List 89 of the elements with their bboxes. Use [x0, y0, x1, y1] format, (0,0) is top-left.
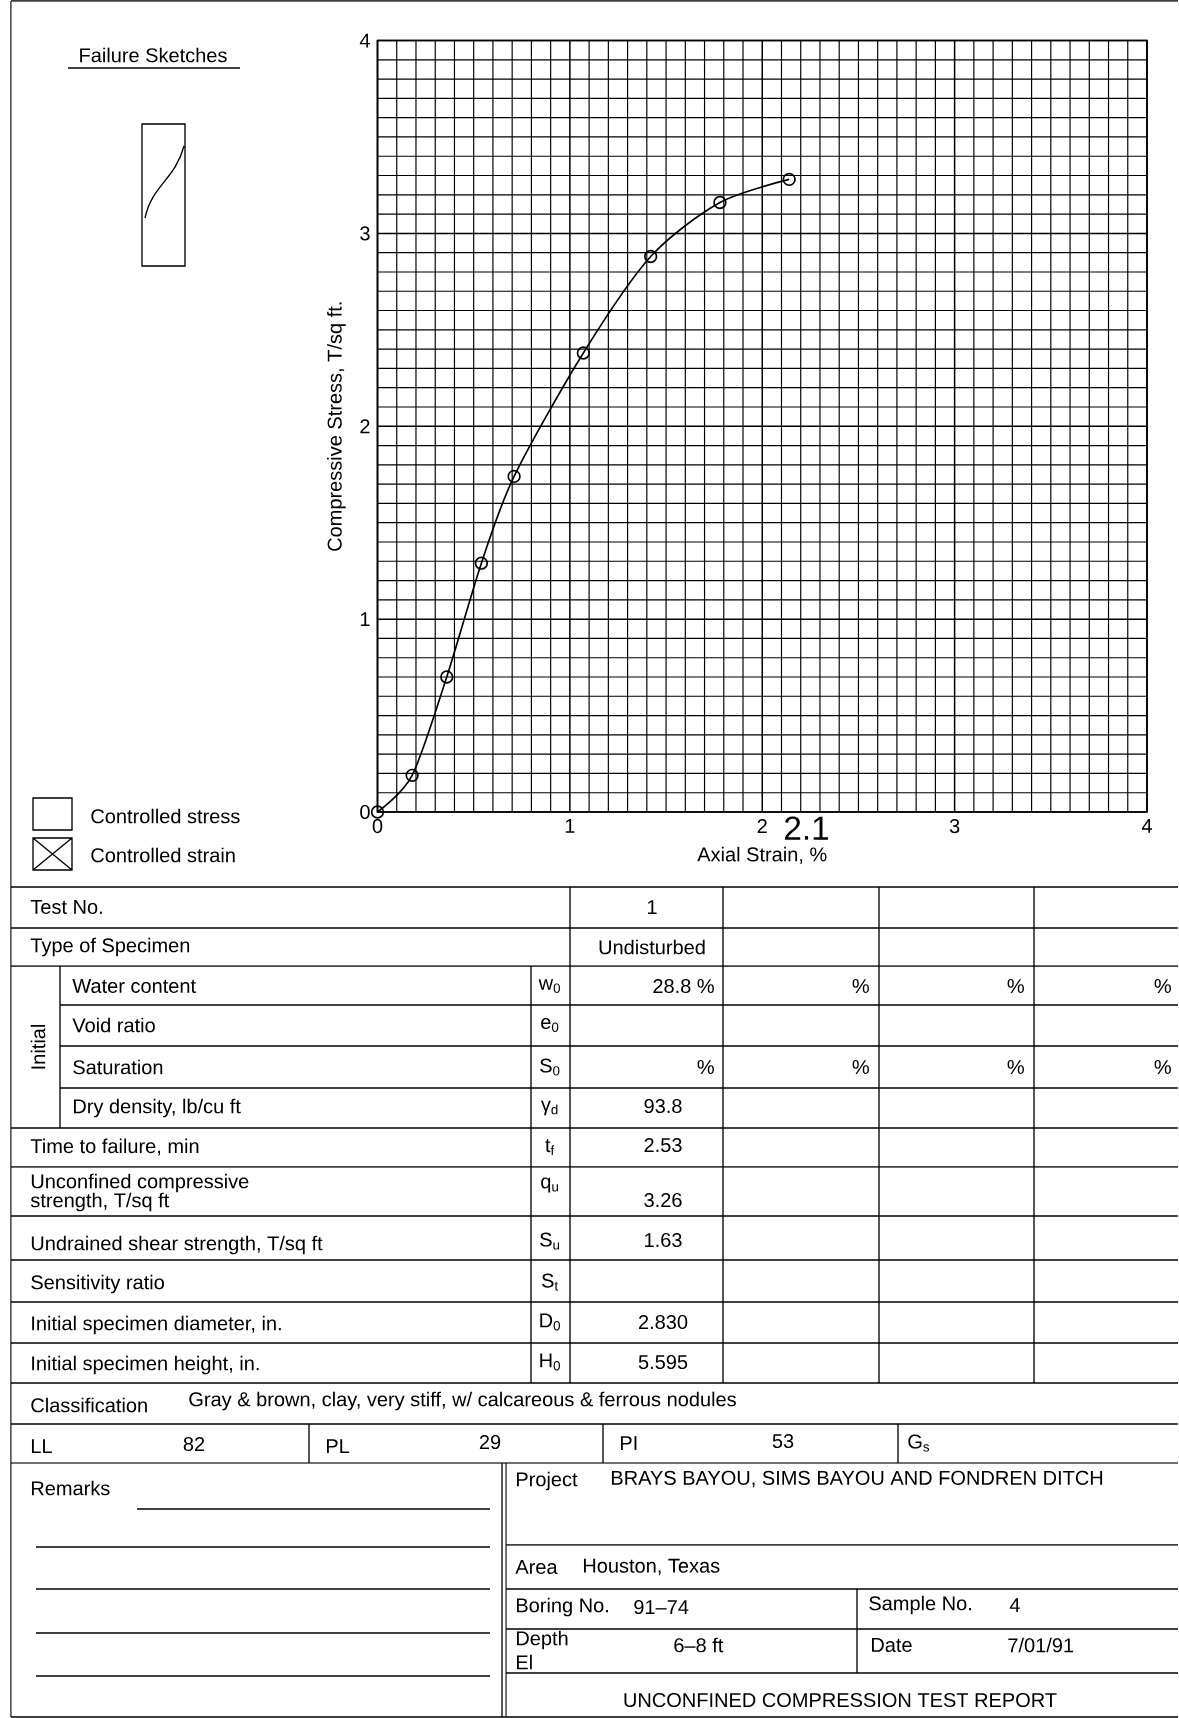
text: Controlled strain — [91, 847, 235, 863]
point — [782, 172, 796, 187]
text: H$_{0}$ — [540, 1353, 560, 1371]
text: 53 — [772, 1433, 794, 1449]
y-tick-label: 1 — [360, 612, 370, 627]
point — [507, 469, 521, 484]
y-tick-label: 4 — [359, 33, 370, 48]
point — [474, 556, 489, 570]
text: 6–8 ft — [674, 1637, 724, 1653]
text: PL — [326, 1439, 350, 1453]
text: % — [1154, 979, 1171, 993]
text: 1 — [647, 900, 657, 914]
text: S$_{u}$ — [540, 1232, 560, 1250]
text: Saturation — [73, 1059, 163, 1075]
text: 3.26 — [644, 1192, 682, 1208]
x-tick-label: 3 — [949, 819, 960, 834]
text: UNCONFINED COMPRESSION TEST REPORT — [624, 1692, 1057, 1708]
text: t$_{f}$ — [545, 1139, 555, 1155]
text: % — [1007, 979, 1024, 993]
text: Remarks — [31, 1480, 110, 1496]
text: Void ratio — [72, 1017, 155, 1033]
text: G$_{s}$ — [908, 1434, 930, 1452]
text: PI — [620, 1436, 637, 1450]
text: 5.595 — [638, 1354, 688, 1370]
point — [713, 195, 727, 210]
text: % — [852, 1060, 869, 1074]
text: 28.8 % — [653, 978, 714, 994]
y-tick-label: 3 — [360, 226, 370, 241]
text: % — [852, 979, 869, 993]
text: Undisturbed — [599, 939, 705, 955]
y-axis-title: Compressive Stress, T/sq ft. — [327, 302, 346, 551]
point — [405, 768, 419, 783]
point — [370, 805, 385, 819]
text: w$_{0}$ — [538, 979, 560, 993]
text: Houston, Texas — [583, 1558, 720, 1576]
text: Water content — [72, 979, 196, 993]
x-tick-label: 2 — [757, 819, 767, 833]
text: Type of Specimen — [30, 937, 190, 957]
text: Area — [515, 1560, 558, 1574]
y-tick-label: 2 — [360, 419, 370, 434]
text: Sensitivity ratio — [31, 1274, 164, 1294]
point — [440, 670, 454, 684]
point — [644, 249, 658, 264]
text: 2.1 — [785, 816, 829, 840]
text: 29 — [479, 1434, 501, 1450]
text: % — [1154, 1060, 1171, 1074]
text: S$_{t}$ — [541, 1273, 559, 1291]
text: γ$_{d}$ — [540, 1100, 558, 1116]
text: e$_{0}$ — [541, 1018, 559, 1032]
text: 91–74 — [634, 1599, 689, 1615]
text: 2.830 — [638, 1314, 688, 1330]
text: Unconfined compressive — [31, 1173, 249, 1193]
text: Initial — [30, 1025, 46, 1069]
x-axis-title: Axial Strain, % — [697, 846, 827, 864]
text: Failure Sketches — [80, 47, 227, 63]
text: Time to failure, min — [30, 1138, 199, 1156]
text: Date — [871, 1638, 912, 1652]
point — [576, 346, 591, 360]
text: Sample No. — [869, 1595, 971, 1615]
text: 93.8 — [644, 1098, 682, 1114]
x-tick-label: 0 — [372, 819, 383, 834]
text: 1.63 — [645, 1232, 682, 1248]
text: q$_{u}$ — [541, 1177, 558, 1193]
y-tick-label: 0 — [360, 804, 370, 820]
text: 7/01/91 — [1008, 1637, 1074, 1653]
text: Dry density, lb/cu ft — [73, 1098, 241, 1118]
text: Depth — [516, 1630, 568, 1650]
text: El — [516, 1654, 532, 1670]
text: LL — [31, 1439, 52, 1453]
x-tick-label: 1 — [565, 819, 575, 833]
text: % — [697, 1060, 714, 1074]
text: 4 — [1009, 1598, 1020, 1612]
text: strength, T/sq ft — [30, 1192, 170, 1212]
text: Undrained shear strength, T/sq ft — [31, 1235, 323, 1255]
text: D$_{0}$ — [540, 1313, 560, 1331]
text: Controlled stress — [91, 808, 240, 824]
text: S$_{0}$ — [540, 1058, 560, 1076]
text: Gray & brown, clay, very stiff, w/ calcareous & ferrous nodules — [189, 1391, 736, 1411]
x-tick-label: 4 — [1141, 819, 1152, 833]
text: 82 — [183, 1436, 205, 1452]
text: Classification — [31, 1397, 147, 1413]
text: BRAYS BAYOU, SIMS BAYOU AND FONDREN DITCH — [611, 1470, 1103, 1488]
text: Test No. — [30, 900, 102, 914]
text: Initial specimen diameter, in. — [32, 1315, 281, 1335]
text: 2.53 — [644, 1137, 682, 1153]
text: Initial specimen height, in. — [32, 1355, 259, 1375]
text: Boring No. — [516, 1597, 608, 1617]
text: Project — [516, 1471, 578, 1491]
text: % — [1007, 1060, 1024, 1074]
